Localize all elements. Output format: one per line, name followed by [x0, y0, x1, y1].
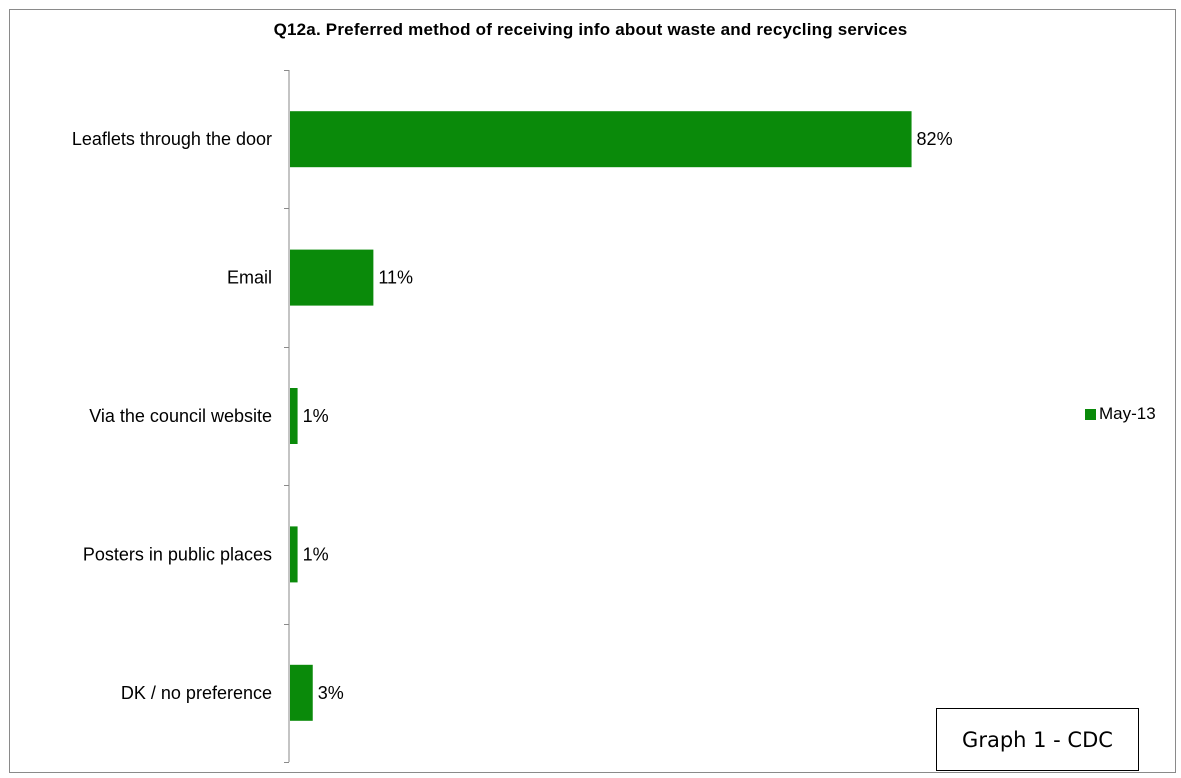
category-label: Via the council website: [89, 406, 272, 426]
data-label: 3%: [318, 683, 344, 703]
bar: [290, 388, 298, 444]
legend: May-13: [1085, 404, 1156, 424]
legend-label: May-13: [1099, 404, 1156, 423]
category-label: Leaflets through the door: [72, 129, 272, 149]
bar: [290, 249, 374, 306]
data-label: 11%: [378, 268, 413, 288]
bar: [290, 526, 298, 583]
chart-title: Q12a. Preferred method of receiving info…: [273, 20, 908, 39]
graph-caption-box: Graph 1 - CDC: [936, 708, 1139, 771]
bar: [290, 111, 912, 168]
category-label: Posters in public places: [83, 544, 272, 564]
graph-caption: Graph 1 - CDC: [962, 727, 1113, 752]
bar: [290, 664, 313, 721]
category-label: DK / no preference: [121, 683, 272, 703]
data-label: 82%: [917, 129, 953, 149]
data-label: 1%: [303, 544, 329, 564]
legend-swatch: [1085, 408, 1096, 420]
data-label: 1%: [303, 406, 329, 426]
category-label: Email: [227, 268, 272, 288]
